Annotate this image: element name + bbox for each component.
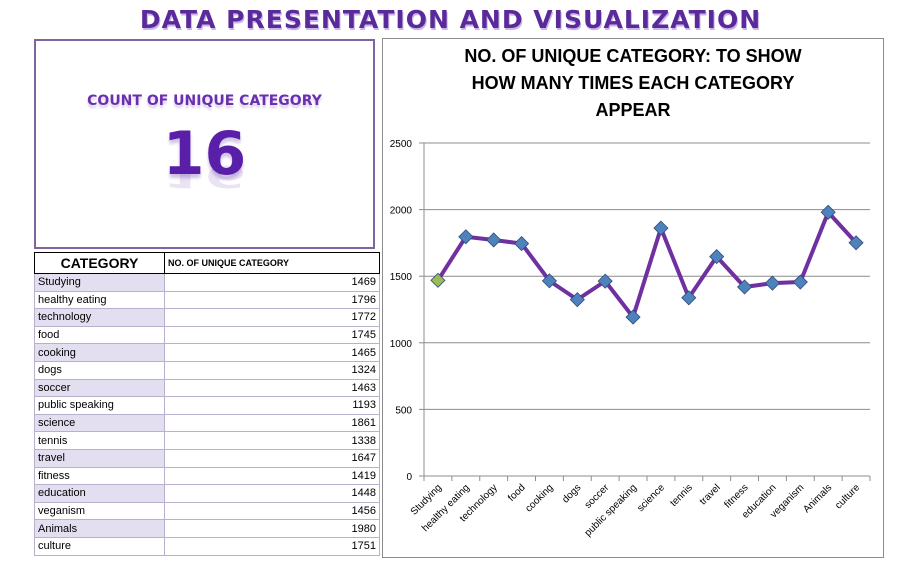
category-count-cell: 1465 — [164, 343, 380, 362]
table-row: veganism 1456 — [34, 501, 380, 521]
data-point — [848, 235, 864, 251]
y-tick-label: 1000 — [390, 339, 413, 350]
table-row: food 1745 — [34, 325, 380, 345]
category-count-cell: 1745 — [164, 325, 380, 345]
page-banner: DATA PRESENTATION AND VISUALIZATION — [0, 0, 901, 38]
category-name-cell: cooking — [34, 343, 165, 362]
table-row: dogs 1324 — [34, 360, 380, 380]
y-tick-label: 2000 — [390, 206, 413, 217]
table-row: technology 1772 — [34, 308, 380, 327]
category-name-cell: science — [34, 413, 165, 433]
data-point — [681, 290, 697, 306]
category-count-cell: 1193 — [164, 396, 380, 415]
x-tick-label: culture — [833, 482, 862, 511]
chart-title-line: NO. OF UNIQUE CATEGORY: TO SHOW — [464, 46, 802, 66]
category-count-cell: 1456 — [164, 501, 380, 521]
category-count-cell: 1324 — [164, 360, 380, 380]
data-point — [513, 236, 530, 252]
chart-title-line: APPEAR — [595, 100, 671, 120]
table-row: science 1861 — [34, 413, 380, 433]
x-tick-label: cooking — [523, 482, 555, 514]
x-tick-label: travel — [698, 482, 723, 507]
data-point — [792, 274, 808, 290]
kpi-value-reflection: 16 — [162, 158, 247, 194]
category-name-cell: education — [34, 484, 165, 503]
kpi-card: COUNT OF UNIQUE CATEGORY 16 16 — [34, 39, 375, 249]
category-table: CATEGORY NO. OF UNIQUE CATEGORY Studying… — [34, 252, 380, 556]
category-name-cell: healthy eating — [34, 290, 165, 310]
data-point — [569, 292, 585, 308]
chart-title-line: HOW MANY TIMES EACH CATEGORY — [471, 73, 795, 93]
category-name-cell: technology — [34, 308, 165, 327]
category-name-cell: tennis — [34, 431, 165, 450]
series-line — [436, 210, 858, 320]
column-header-category: CATEGORY — [34, 252, 165, 274]
x-tick-label: science — [635, 482, 667, 514]
category-count-cell: 1647 — [164, 448, 380, 468]
x-tick-label: food — [506, 482, 528, 504]
category-name-cell: travel — [34, 448, 165, 468]
banner-title: DATA PRESENTATION AND VISUALIZATION — [139, 4, 762, 34]
x-tick-label: tennis — [668, 482, 695, 509]
category-name-cell: Studying — [34, 273, 165, 292]
data-point — [736, 279, 753, 295]
y-tick-label: 500 — [395, 405, 412, 416]
table-row: travel 1647 — [34, 448, 380, 468]
data-point — [820, 204, 836, 220]
category-count-cell: 1463 — [164, 378, 380, 398]
data-point — [764, 275, 781, 291]
category-name-cell: soccer — [34, 378, 165, 398]
data-point — [625, 309, 641, 325]
category-name-cell: Animals — [34, 519, 165, 538]
table-row: Animals 1980 — [34, 519, 380, 538]
category-name-cell: public speaking — [34, 396, 165, 415]
category-name-cell: fitness — [34, 466, 165, 486]
table-row: cooking 1465 — [34, 343, 380, 362]
data-point — [541, 273, 558, 289]
category-count-cell: 1469 — [164, 273, 380, 292]
x-tick-label: public speaking — [583, 482, 640, 539]
column-header-count: NO. OF UNIQUE CATEGORY — [164, 252, 380, 274]
category-count-cell: 1796 — [164, 290, 380, 310]
table-row: education 1448 — [34, 484, 380, 503]
kpi-value: 16 — [162, 119, 247, 189]
data-point — [458, 229, 474, 245]
table-header-row: CATEGORY NO. OF UNIQUE CATEGORY — [34, 252, 380, 274]
x-tick-label: Animals — [801, 482, 834, 515]
data-point — [430, 272, 446, 288]
data-point — [597, 273, 613, 289]
category-count-cell: 1751 — [164, 536, 380, 556]
category-name-cell: veganism — [34, 501, 165, 521]
table-row: fitness 1419 — [34, 466, 380, 486]
table-row: public speaking 1193 — [34, 396, 380, 415]
kpi-label: COUNT OF UNIQUE CATEGORY — [87, 93, 322, 109]
category-count-cell: 1980 — [164, 519, 380, 538]
category-count-cell: 1861 — [164, 413, 380, 433]
table-row: soccer 1463 — [34, 378, 380, 398]
category-count-cell: 1448 — [164, 484, 380, 503]
table-row: tennis 1338 — [34, 431, 380, 450]
x-tick-label: dogs — [560, 482, 583, 505]
y-tick-label: 2500 — [390, 139, 413, 150]
data-point — [709, 249, 725, 265]
data-point — [486, 232, 502, 248]
table-row: healthy eating 1796 — [34, 290, 380, 310]
y-tick-label: 1500 — [390, 272, 413, 283]
data-point — [653, 220, 669, 236]
category-name-cell: dogs — [34, 360, 165, 380]
category-name-cell: food — [34, 325, 165, 345]
table-row: culture 1751 — [34, 536, 380, 556]
chart-title: NO. OF UNIQUE CATEGORY: TO SHOW HOW MANY… — [383, 43, 883, 124]
line-chart: NO. OF UNIQUE CATEGORY: TO SHOW HOW MANY… — [382, 38, 884, 558]
y-tick-label: 0 — [406, 472, 412, 483]
category-name-cell: culture — [34, 536, 165, 556]
category-count-cell: 1419 — [164, 466, 380, 486]
table-row: Studying 1469 — [34, 273, 380, 292]
category-count-cell: 1772 — [164, 308, 380, 327]
category-table-body: Studying 1469 healthy eating 1796 technology… — [34, 273, 380, 556]
category-count-cell: 1338 — [164, 431, 380, 450]
